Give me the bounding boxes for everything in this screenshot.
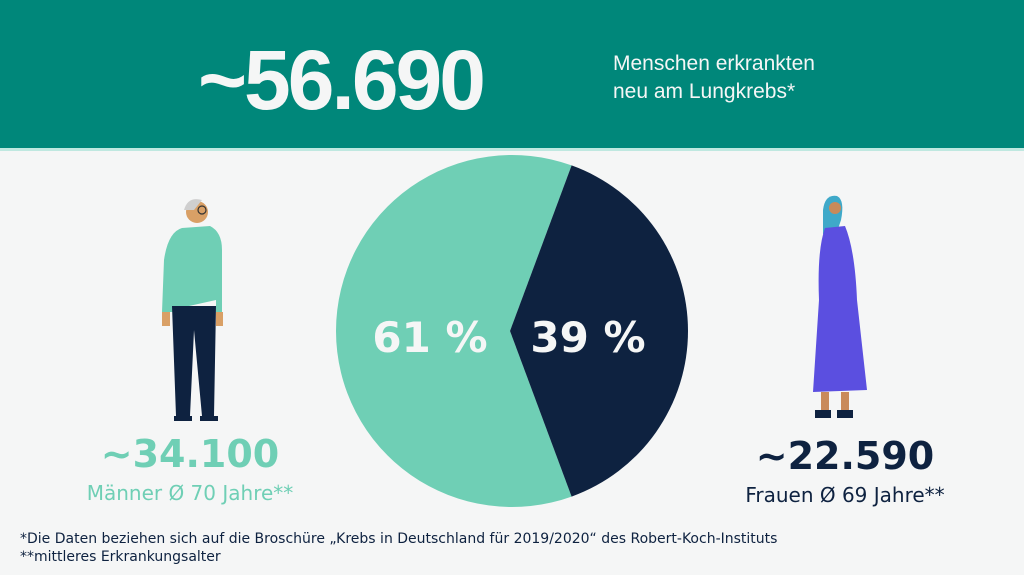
men-count: ~34.100 [100,432,280,476]
header-divider [0,148,1024,151]
footnote-source: *Die Daten beziehen sich auf die Broschü… [20,531,778,547]
pie-label-men: 61 % [372,313,487,362]
men-label: Männer Ø 70 Jahre** [86,481,294,505]
total-count: ~56.690 [198,33,486,127]
header-banner [0,0,1024,148]
women-count: ~22.590 [755,434,935,478]
pie-slice-women [510,165,688,497]
total-subtitle: Menschen erkrankten neu am Lungkrebs* [613,50,815,106]
subtitle-line-2: neu am Lungkrebs* [613,80,796,103]
footnote-age: **mittleres Erkrankungsalter [20,549,221,565]
women-label: Frauen Ø 69 Jahre** [745,483,945,507]
subtitle-line-1: Menschen erkrankten [613,52,815,75]
pie-slice-men [335,155,572,508]
pie-label-women: 39 % [530,313,645,362]
man-illustration [162,199,223,421]
woman-illustration [813,195,867,418]
